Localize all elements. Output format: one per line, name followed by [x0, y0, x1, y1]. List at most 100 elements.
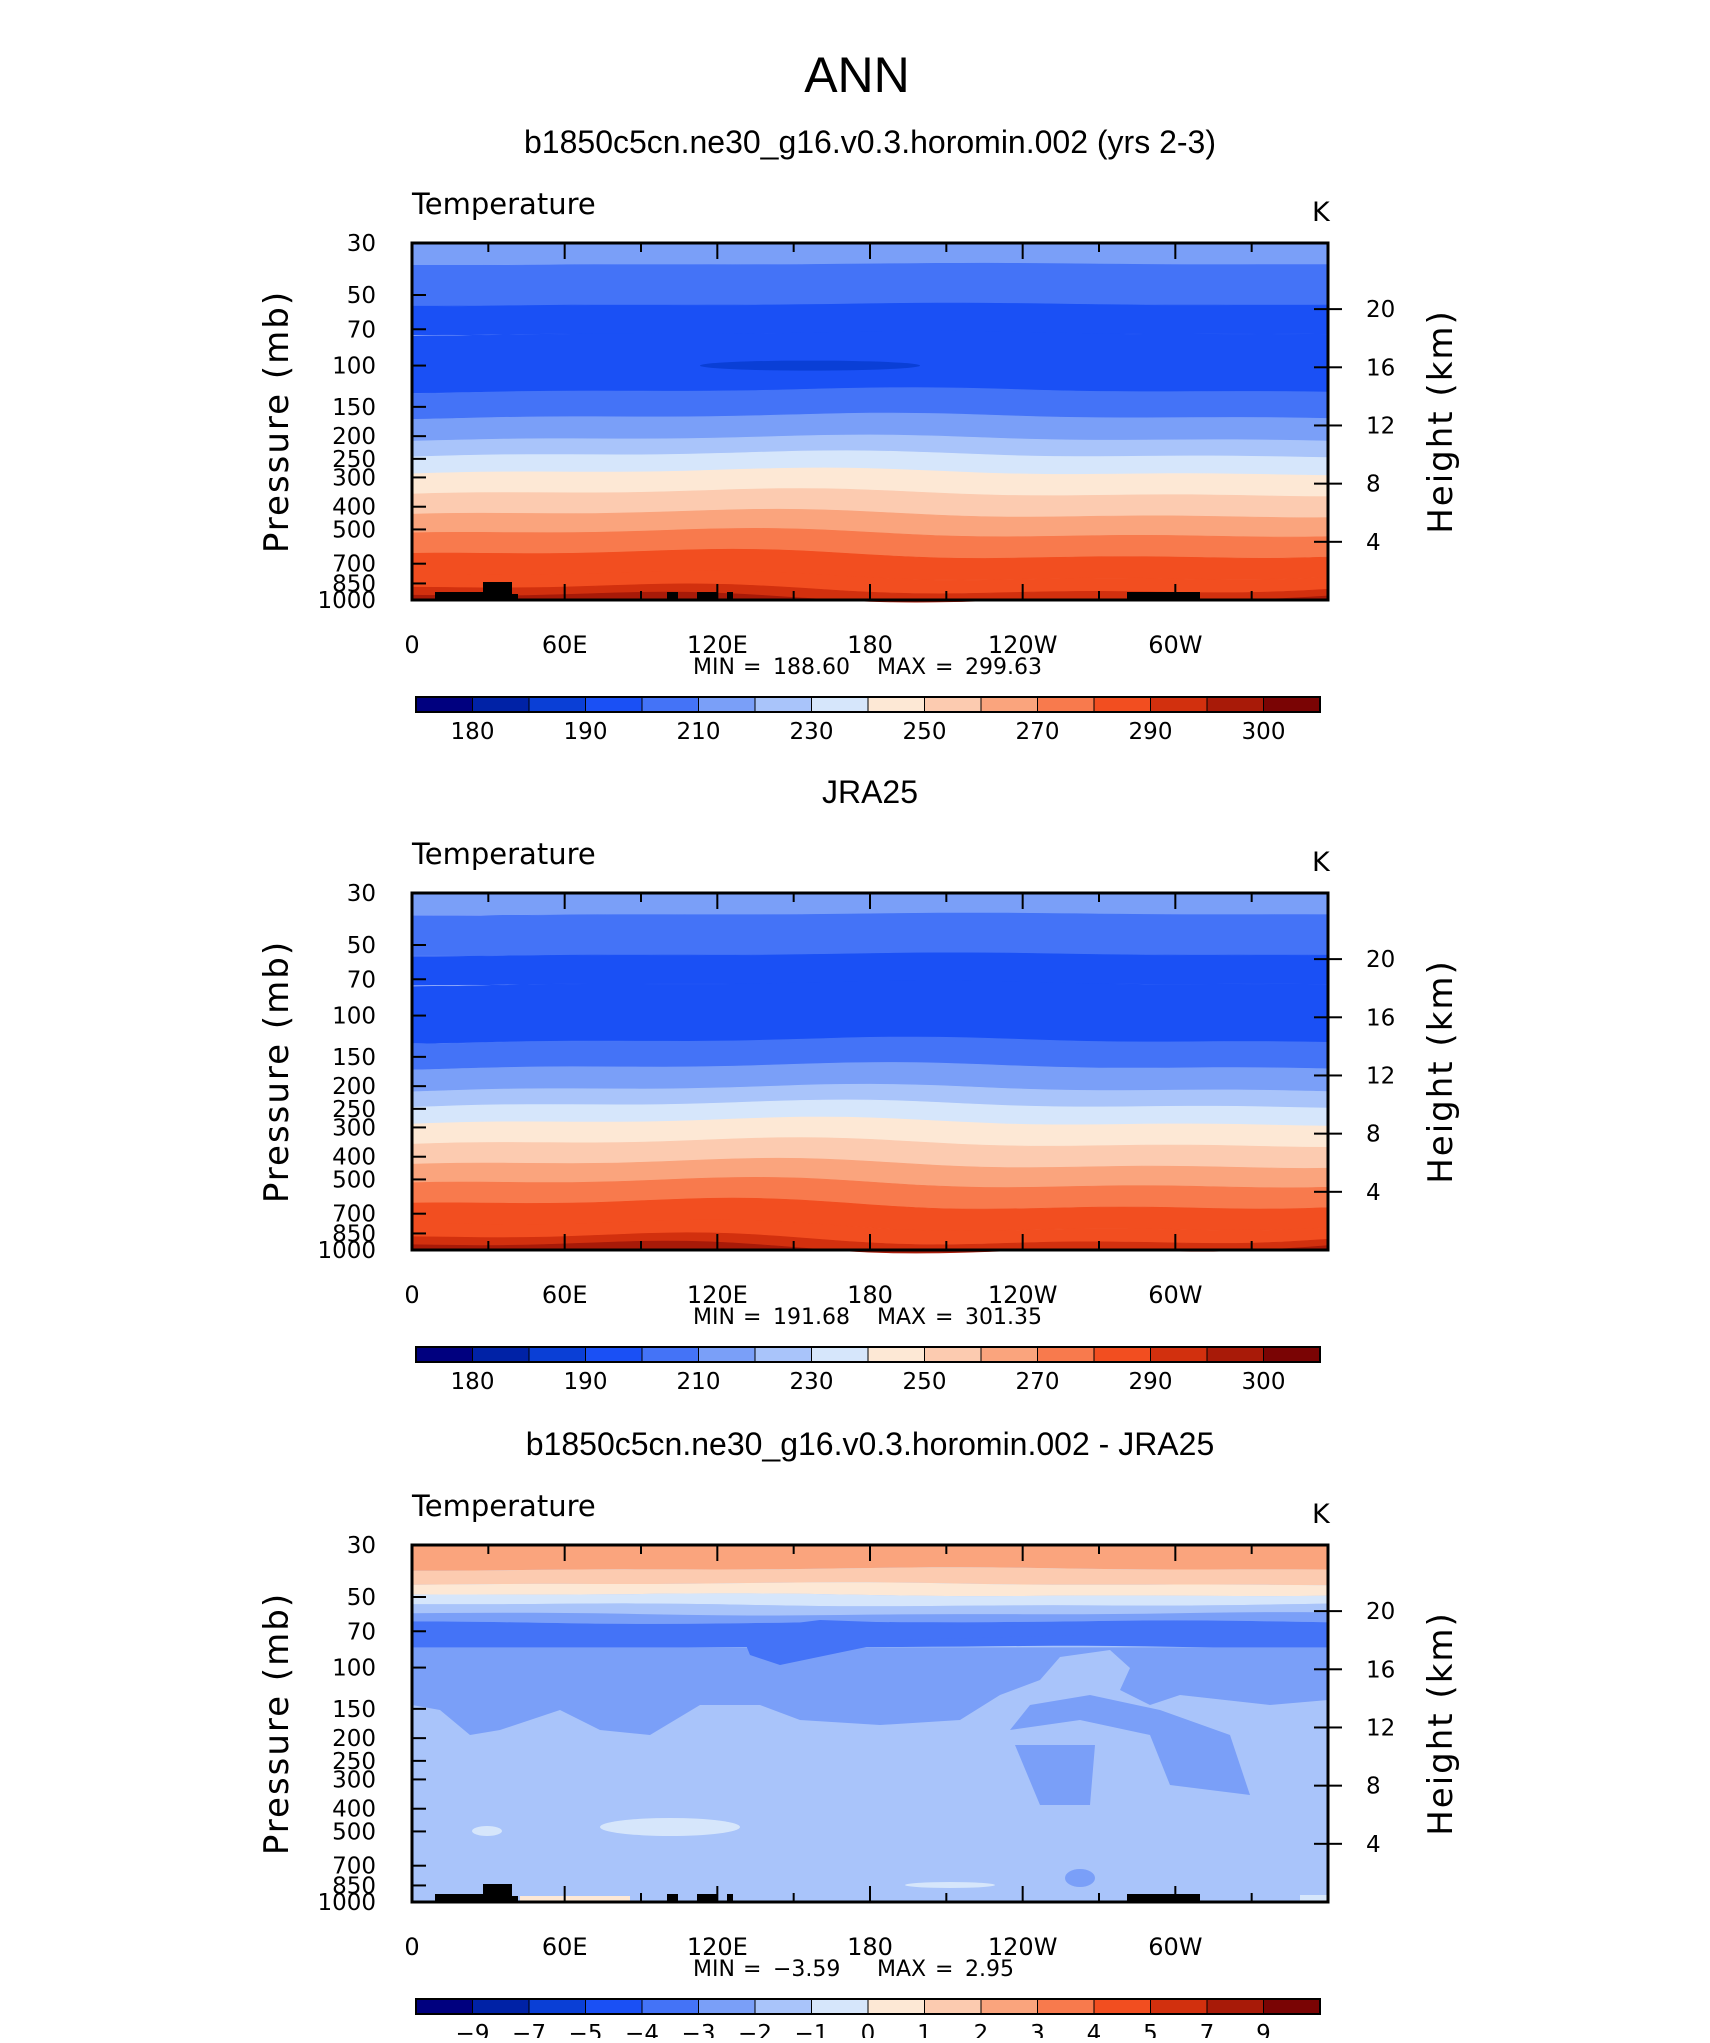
colorbar-label: −9: [456, 2021, 490, 2038]
x-tick-label: 120E: [687, 1281, 748, 1309]
topography-mask: [435, 1894, 510, 1902]
topography-mask: [512, 1896, 518, 1902]
variable-label: Temperature: [411, 187, 596, 221]
colorbar-swatch: [1093, 696, 1151, 713]
colorbar-swatch: [415, 1346, 473, 1363]
y-tick-label: 70: [347, 1619, 376, 1645]
variable-label: Temperature: [411, 837, 596, 871]
y-tick-label: 300: [332, 1767, 376, 1793]
colorbar-swatch: [698, 1346, 756, 1363]
y-tick-label: 30: [347, 231, 376, 257]
topography-mask: [667, 592, 678, 600]
colorbar-label: 180: [451, 719, 495, 745]
min-label: MIN: [693, 655, 735, 680]
colorbar-label: 1: [917, 2021, 932, 2038]
max-equals: =: [935, 655, 953, 680]
y-tick-label: 50: [347, 1585, 376, 1611]
colorbar-label: 0: [861, 2021, 876, 2038]
colorbar-swatch: [867, 696, 925, 713]
y-tick-label-right: 16: [1366, 1657, 1395, 1683]
max-equals: =: [935, 1305, 953, 1330]
panel-3: b1850c5cn.ne30_g16.v0.3.horomin.002 - JR…: [257, 1426, 1461, 2043]
colorbar-label: 270: [1016, 719, 1060, 745]
colorbar-swatch: [1150, 696, 1208, 713]
colorbar-label: 250: [903, 1369, 947, 1395]
x-tick-label: 60W: [1148, 631, 1202, 659]
colorbar-label: −4: [625, 2021, 659, 2038]
colorbar-swatch: [585, 1998, 643, 2015]
topography-mask: [697, 1894, 717, 1902]
y-tick-label: 150: [332, 395, 376, 421]
y-tick-label-right: 16: [1366, 355, 1395, 381]
x-tick-label: 120E: [687, 631, 748, 659]
colorbar-label: 190: [564, 719, 608, 745]
contour-band: [412, 1582, 1328, 1597]
y-tick-label: 400: [332, 1797, 376, 1823]
colorbar-swatch: [754, 1346, 812, 1363]
colorbar-label: 270: [1016, 1369, 1060, 1395]
colorbar-label: 3: [1030, 2021, 1045, 2038]
y-axis-label: Pressure (mb): [257, 940, 297, 1203]
y-tick-label-right: 12: [1366, 413, 1395, 439]
colorbar-swatch: [1037, 696, 1095, 713]
colorbar-swatch: [754, 1998, 812, 2015]
colorbar-frame: [415, 1998, 1321, 2015]
contour-band: [700, 360, 920, 371]
topography-mask: [483, 1884, 512, 1902]
y-tick-label: 500: [332, 517, 376, 543]
colorbar-label: 300: [1242, 1369, 1286, 1395]
colorbar-swatch: [1150, 1346, 1208, 1363]
colorbar-swatch: [754, 696, 812, 713]
x-tick-label: 120W: [988, 1281, 1058, 1309]
colorbar-swatch: [811, 1346, 869, 1363]
y-tick-label-right: 20: [1366, 947, 1395, 973]
y-tick-label: 50: [347, 283, 376, 309]
colorbar-label: 300: [1242, 719, 1286, 745]
y-tick-label: 100: [332, 354, 376, 380]
min-equals: =: [743, 1957, 761, 1982]
colorbar-swatch: [980, 1998, 1038, 2015]
y-tick-label: 700: [332, 552, 376, 578]
max-equals: =: [935, 1957, 953, 1982]
x-tick-label: 0: [404, 631, 419, 659]
contour-band: [412, 1603, 1328, 1616]
colorbar-frame: [415, 696, 1321, 713]
colorbar-label: 5: [1143, 2021, 1158, 2038]
colorbar-swatch: [641, 696, 699, 713]
contour-band: [411, 980, 1329, 1044]
min-label: MIN: [693, 1305, 735, 1330]
colorbar-label: 190: [564, 1369, 608, 1395]
y-axis-label-right: Height (km): [1421, 309, 1461, 534]
max-value: 2.95: [965, 1957, 1014, 1982]
x-tick-label: 180: [847, 1933, 893, 1961]
colorbar-label: 210: [677, 1369, 721, 1395]
colorbar-label: 250: [903, 719, 947, 745]
colorbar-label: −7: [512, 2021, 546, 2038]
y-tick-label: 850: [332, 1221, 376, 1247]
max-value: 299.63: [965, 655, 1042, 680]
colorbar-swatch: [698, 1998, 756, 2015]
y-tick-label: 400: [332, 1145, 376, 1171]
y-tick-label-right: 12: [1366, 1715, 1395, 1741]
colorbar-swatch: [641, 1998, 699, 2015]
contour-band: [411, 262, 1329, 306]
contour-band: [1010, 1695, 1250, 1795]
contour-band: [740, 1620, 1100, 1665]
y-tick-label: 1000: [317, 1890, 376, 1916]
colorbar-label: 290: [1129, 1369, 1173, 1395]
y-tick-label: 30: [347, 1533, 376, 1559]
colorbar-swatch: [1093, 1346, 1151, 1363]
topography-mask: [727, 1894, 733, 1902]
contour-band: [520, 1896, 630, 1902]
colorbar-swatch: [980, 696, 1038, 713]
colorbar-swatch: [1037, 1998, 1095, 2015]
max-label: MAX: [877, 1957, 926, 1982]
y-tick-label-right: 4: [1366, 1180, 1381, 1206]
y-tick-label-right: 16: [1366, 1005, 1395, 1031]
x-tick-label: 60E: [542, 1933, 588, 1961]
contour-band: [412, 1593, 1328, 1607]
y-tick-label: 100: [332, 1004, 376, 1030]
y-tick-label: 150: [332, 1697, 376, 1723]
colorbar-swatch: [1093, 1998, 1151, 2015]
